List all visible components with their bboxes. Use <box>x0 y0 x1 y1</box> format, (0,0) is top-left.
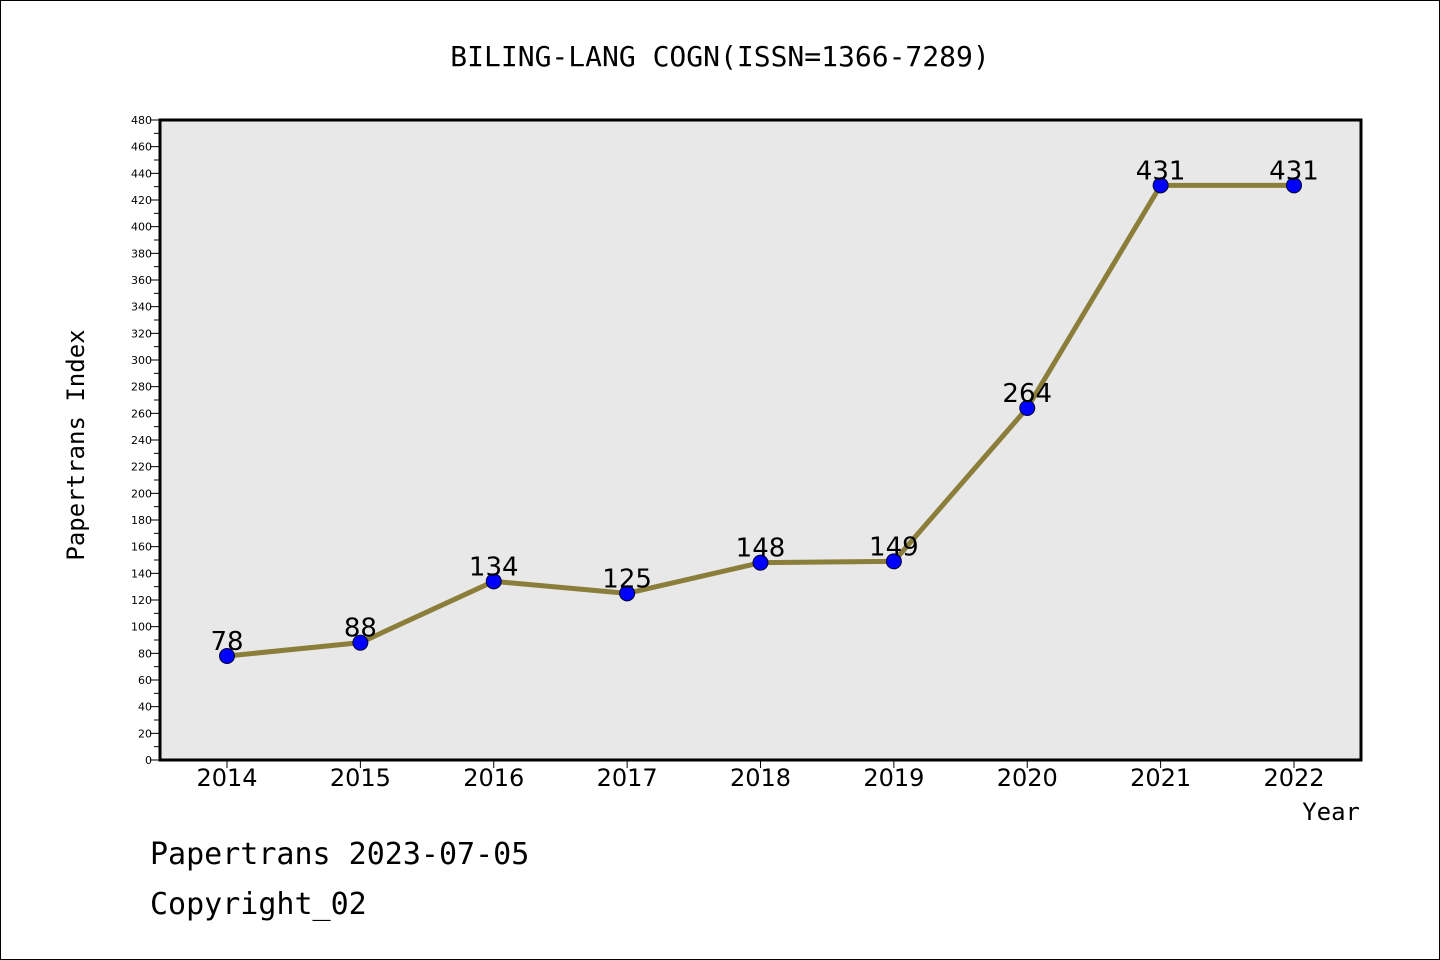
y-tick-label: 400 <box>131 221 152 234</box>
y-axis-label: Papertrans Index <box>62 329 90 560</box>
x-axis-label: Year <box>1302 798 1360 826</box>
y-tick-label: 280 <box>131 381 152 394</box>
y-tick-label: 40 <box>138 701 152 714</box>
data-label: 148 <box>736 534 786 564</box>
x-tick-label: 2021 <box>1130 764 1191 792</box>
data-point <box>752 554 769 571</box>
y-tick-label: 200 <box>131 487 152 500</box>
plot-area <box>158 118 1363 762</box>
x-axis: 2014 2015 2016 2017 2018 2019 2020 2021 2022 <box>196 760 1325 792</box>
y-tick-label: 80 <box>138 647 152 660</box>
y-tick-label: 420 <box>131 194 152 207</box>
y-tick-label: 160 <box>131 541 152 554</box>
y-tick-label: 260 <box>131 407 152 420</box>
y-tick-label: 240 <box>131 434 152 447</box>
footer-date: Papertrans 2023-07-05 <box>150 837 529 872</box>
data-point <box>352 634 369 651</box>
y-tick-label: 460 <box>131 141 152 154</box>
data-label: 431 <box>1136 156 1186 186</box>
data-label: 134 <box>469 552 519 582</box>
data-label: 149 <box>869 532 919 562</box>
data-point <box>485 573 502 590</box>
data-point <box>885 553 902 570</box>
x-tick-label: 2016 <box>463 764 524 792</box>
data-label: 125 <box>602 564 652 594</box>
y-tick-label: 440 <box>131 167 152 180</box>
chart-title: BILING-LANG COGN(ISSN=1366-7289) <box>450 40 989 73</box>
y-axis: 0 20 40 60 80 100 120 140 160 180 200 220 240 260 280 3… <box>131 114 160 767</box>
data-labels: 78 88 134 125 148 149 264 431 431 <box>210 156 1318 657</box>
y-tick-label: 300 <box>131 354 152 367</box>
data-label: 88 <box>344 614 377 644</box>
y-tick-label: 120 <box>131 594 152 607</box>
footer-copyright: Copyright_02 <box>150 887 367 922</box>
y-tick-label: 480 <box>131 114 152 127</box>
data-label: 78 <box>210 627 243 657</box>
x-tick-label: 2022 <box>1263 764 1324 792</box>
y-tick-label: 140 <box>131 567 152 580</box>
x-tick-label: 2014 <box>196 764 257 792</box>
y-tick-label: 100 <box>131 621 152 634</box>
y-tick-label: 380 <box>131 247 152 260</box>
data-label: 264 <box>1002 379 1052 409</box>
x-tick-label: 2018 <box>730 764 791 792</box>
data-point <box>219 648 235 664</box>
y-tick-label: 360 <box>131 274 152 287</box>
y-tick-label: 180 <box>131 514 152 527</box>
y-tick-label: 340 <box>131 301 152 314</box>
data-point <box>1152 177 1169 194</box>
x-tick-label: 2019 <box>863 764 924 792</box>
series-markers <box>219 177 1302 664</box>
x-tick-label: 2015 <box>330 764 391 792</box>
data-point <box>1286 177 1302 194</box>
y-tick-label: 0 <box>145 754 152 767</box>
y-tick-label: 320 <box>131 327 152 340</box>
x-tick-label: 2017 <box>597 764 658 792</box>
y-tick-label: 60 <box>138 674 152 687</box>
y-tick-label: 220 <box>131 461 152 474</box>
data-label: 431 <box>1269 156 1319 186</box>
y-tick-label: 20 <box>138 727 152 740</box>
data-point <box>619 585 636 602</box>
data-point <box>1019 400 1036 416</box>
x-tick-label: 2020 <box>997 764 1058 792</box>
